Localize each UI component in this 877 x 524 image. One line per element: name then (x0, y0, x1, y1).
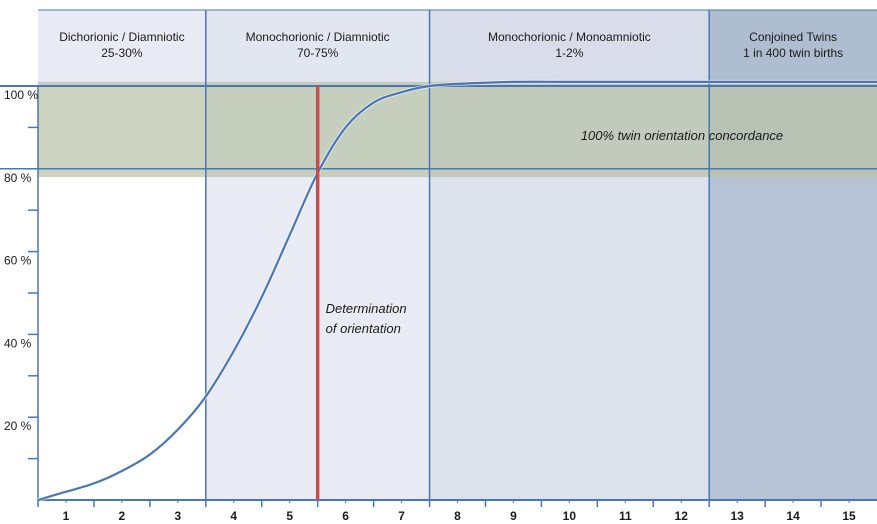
x-tick-label: 12 (675, 509, 689, 523)
x-tick-label: 10 (563, 509, 577, 523)
region-header (709, 10, 877, 86)
series-line (37, 80, 877, 502)
x-tick-label: 14 (786, 509, 800, 523)
x-tick-label: 2 (119, 509, 126, 523)
x-tick-label: 11 (619, 509, 632, 523)
region-label: Monochorionic / Diamniotic (246, 30, 390, 44)
y-tick-label: 80 % (4, 171, 32, 185)
y-tick-label: 100 % (4, 88, 38, 102)
x-tick-label: 1 (63, 509, 70, 523)
y-tick-label: 60 % (4, 254, 32, 268)
region-header (38, 10, 206, 86)
x-tick-label: 4 (230, 509, 237, 523)
x-tick-label: 9 (510, 509, 517, 523)
region-headers (38, 10, 877, 86)
x-tick-label: 6 (342, 509, 349, 523)
region-label: Dichorionic / Diamniotic (59, 30, 184, 44)
region-label: Conjoined Twins (749, 30, 837, 44)
x-tick-label: 7 (398, 509, 405, 523)
x-tick-label: 15 (842, 509, 856, 523)
region-labels: Dichorionic / Diamniotic 25-30% Monochorio… (59, 30, 843, 60)
y-tick-label: 40 % (4, 336, 32, 350)
region-label: Monochorionic / Monoamniotic (488, 30, 651, 44)
y-tick-label: 20 % (4, 419, 32, 433)
region-sublabel: 25-30% (101, 46, 143, 60)
region-header (205, 10, 430, 86)
determination-label-line1: Determination (326, 301, 407, 316)
x-tick-label: 3 (174, 509, 181, 523)
concordance-band-rect (38, 81, 877, 178)
x-tick-label: 5 (286, 509, 293, 523)
concordance-band-label: 100% twin orientation concordance (581, 128, 783, 143)
determination-label-line2: of orientation (326, 321, 401, 336)
region-header (429, 10, 710, 86)
region-sublabel: 1-2% (555, 46, 583, 60)
x-tick-label: 8 (454, 509, 461, 523)
region-sublabel: 70-75% (297, 46, 339, 60)
region-sublabel: 1 in 400 twin births (743, 46, 843, 60)
x-tick-label: 13 (730, 509, 744, 523)
annotations: Determination of orientation 100% twin ori… (326, 128, 784, 336)
x-axis: 1 2 3 4 5 6 7 8 9 10 11 12 13 14 15 (37, 500, 856, 523)
concordance-band (38, 81, 877, 178)
y-axis: 20 % 40 % 60 % 80 % 100 % (4, 85, 38, 460)
series-group (37, 79, 877, 502)
